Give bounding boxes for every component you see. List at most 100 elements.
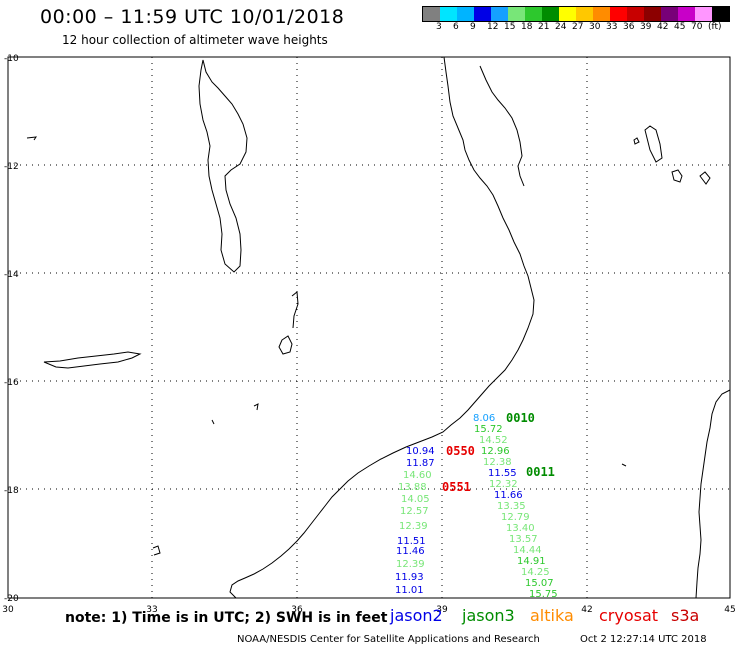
lon-tick-label: 30 (2, 605, 14, 615)
wave-height-value: 10.94 (406, 446, 435, 457)
color-scale-legend (422, 6, 730, 22)
legend-label: 27 (572, 22, 584, 32)
lon-tick-label: 45 (724, 605, 735, 615)
lon-axis-labels: 30 33 36 39 42 45 (2, 605, 735, 615)
legend-label: (ft) (708, 22, 722, 32)
wave-height-value: 13.35 (497, 501, 526, 512)
pass-time: 0011 (526, 465, 555, 479)
legend-color-swatch (474, 7, 491, 21)
legend-color-swatch (678, 7, 695, 21)
lon-tick-label: 39 (436, 605, 448, 615)
legend-label: 39 (640, 22, 652, 32)
satellite-label-jason3: jason3 (462, 606, 515, 625)
legend-color-swatch (644, 7, 661, 21)
legend-color-swatch (525, 7, 542, 21)
wave-height-value: 11.55 (488, 468, 517, 479)
lon-tick-label: 36 (291, 605, 303, 615)
satellite-label-cryosat: cryosat (599, 606, 659, 625)
small-lake-2 (253, 403, 259, 411)
wave-height-value: 11.01 (395, 585, 424, 596)
wave-height-value: 12.39 (396, 559, 425, 570)
legend-color-swatch (627, 7, 644, 21)
wave-height-value: 12.79 (501, 512, 530, 523)
legend-label: 33 (606, 22, 618, 32)
legend-color-swatch (440, 7, 457, 21)
pass-time: 0551 (442, 480, 471, 494)
satellite-label-s3a: s3a (671, 606, 700, 625)
lat-tick-label: -14 (4, 270, 19, 280)
madagascar-coast (695, 389, 731, 599)
wave-height-value: 11.87 (406, 458, 435, 469)
lon-tick-label: 42 (581, 605, 592, 615)
lon-tick-label: 33 (146, 605, 157, 615)
legend-color-swatch (508, 7, 525, 21)
small-lake-5 (621, 463, 627, 467)
wave-height-value: 13.40 (506, 523, 535, 534)
color-scale-labels: 3 6 9 12 15 18 21 24 27 30 33 36 39 42 45 70 (ft) (422, 22, 737, 34)
small-lake-4 (211, 419, 215, 425)
wave-height-value: 13.57 (509, 534, 538, 545)
wave-height-value: 11.93 (395, 572, 424, 583)
island-comoros-4 (633, 137, 640, 145)
island-comoros-3 (699, 171, 711, 185)
lake-cahora-bassa (43, 351, 142, 369)
wave-height-value: 14.05 (401, 494, 430, 505)
wave-height-value: 11.66 (494, 490, 523, 501)
legend-label: 3 (436, 22, 442, 32)
satellite-label-jason2: jason2 (390, 606, 443, 625)
wave-height-value: 13.88 (398, 482, 427, 493)
lat-tick-label: -18 (4, 486, 19, 496)
wave-height-value: 14.25 (521, 567, 550, 578)
legend-label: 6 (453, 22, 459, 32)
legend-color-swatch (661, 7, 678, 21)
legend-label: 9 (470, 22, 476, 32)
wave-height-value: 15.75 (529, 589, 558, 600)
units-note: note: 1) Time is in UTC; 2) SWH is in fe… (65, 610, 388, 626)
island-comoros-1 (644, 125, 663, 163)
wave-height-value: 14.52 (479, 435, 508, 446)
legend-color-swatch (593, 7, 610, 21)
legend-label: 45 (674, 22, 686, 32)
satellite-label-altika: altika (530, 606, 574, 625)
wave-height-value: 8.06 (473, 413, 495, 424)
legend-color-swatch (695, 7, 712, 21)
lat-tick-label: -16 (4, 378, 19, 388)
lake-malawi (198, 59, 248, 273)
wave-height-value: 14.60 (403, 470, 432, 481)
wave-height-value: 12.39 (399, 521, 428, 532)
wave-height-value: 11.51 (397, 536, 426, 547)
coast-detail-north (479, 65, 525, 187)
legend-label: 12 (487, 22, 499, 32)
map-subtitle: 12 hour collection of altimeter wave hei… (62, 33, 328, 47)
small-lake-1 (26, 136, 38, 141)
river-shire (291, 291, 299, 329)
wave-height-value: 14.44 (513, 545, 542, 556)
legend-label: 15 (504, 22, 516, 32)
wave-height-value: 11.46 (396, 546, 425, 557)
small-lake-3 (152, 545, 161, 556)
legend-label: 70 (691, 22, 703, 32)
pass-time: 0550 (446, 444, 475, 458)
gridlines (8, 57, 730, 598)
legend-color-swatch (491, 7, 508, 21)
wave-height-value: 12.57 (400, 506, 429, 517)
legend-label: 21 (538, 22, 550, 32)
coastlines (26, 56, 731, 599)
credit-text: NOAA/NESDIS Center for Satellite Applica… (237, 634, 540, 645)
lake-chilwa (278, 335, 293, 355)
wave-height-value: 12.96 (481, 446, 510, 457)
map-title: 00:00 – 11:59 UTC 10/01/2018 (40, 6, 345, 28)
map-frame (7, 56, 731, 599)
legend-color-swatch (576, 7, 593, 21)
mozambique-coast (229, 56, 535, 599)
lat-tick-label: -12 (4, 162, 19, 172)
wave-height-value: 15.72 (474, 424, 503, 435)
legend-label: 42 (657, 22, 669, 32)
legend-color-swatch (457, 7, 474, 21)
lat-tick-label: -10 (4, 54, 19, 64)
lat-axis-labels: -10 -12 -14 -16 -18 -20 (4, 54, 19, 604)
legend-color-swatch (542, 7, 559, 21)
island-comoros-2 (671, 169, 683, 183)
legend-color-swatch (610, 7, 627, 21)
legend-label: 30 (589, 22, 601, 32)
